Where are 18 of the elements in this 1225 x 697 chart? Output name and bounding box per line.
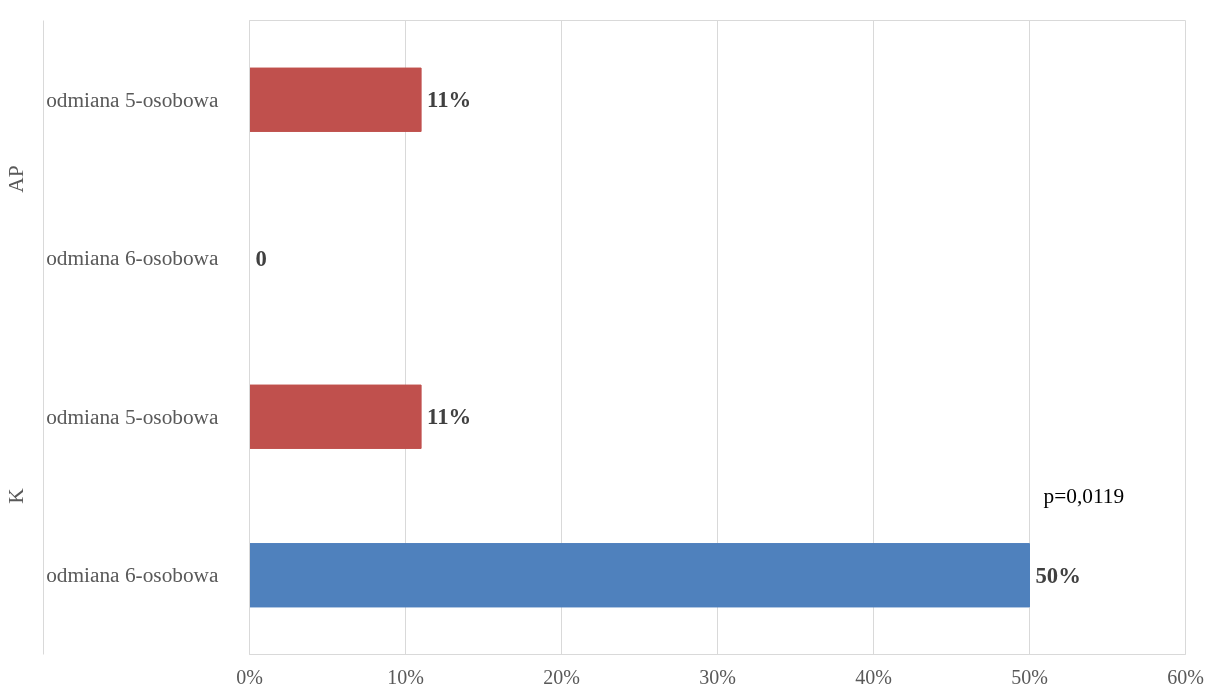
x-tick-label: 60% xyxy=(1167,665,1204,688)
y-tick-label: odmiana 6-osobowa xyxy=(46,246,220,271)
x-tick-label: 40% xyxy=(855,665,892,688)
y-tick-label: odmiana 5-osobowa xyxy=(46,404,220,429)
y-tick-label: odmiana 5-osobowa xyxy=(46,87,220,112)
annotation: p=0,0119 xyxy=(1043,484,1125,508)
x-tick-label: 20% xyxy=(543,665,580,688)
x-tick-label: 50% xyxy=(1011,665,1048,688)
x-tick-label: 30% xyxy=(699,665,736,688)
text: AP xyxy=(3,165,28,193)
data-label: 11% xyxy=(427,404,472,430)
data-label: 0 xyxy=(255,245,267,271)
x-tick-label: 0% xyxy=(236,665,263,688)
text: K xyxy=(3,487,28,504)
x-tick-label: 10% xyxy=(387,665,424,688)
y-tick-label: odmiana 6-osobowa xyxy=(46,563,220,588)
data-label: 11% xyxy=(427,87,472,113)
data-label: 50% xyxy=(1035,562,1081,588)
